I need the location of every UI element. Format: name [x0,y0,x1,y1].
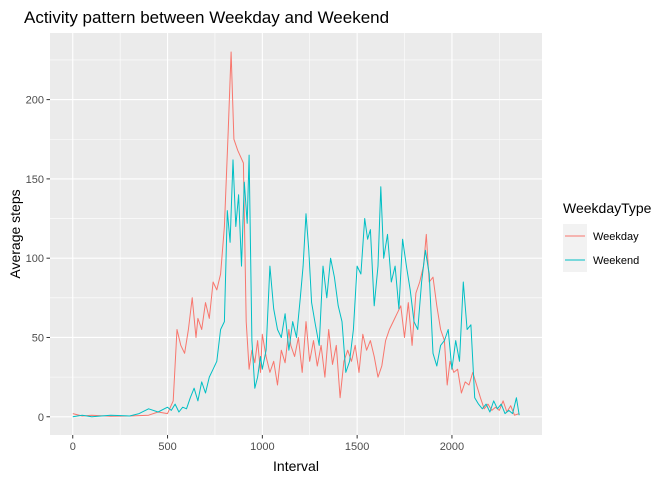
y-tick-label: 150 [26,174,44,186]
y-tick-label: 100 [26,253,44,265]
y-axis-title: Average steps [7,189,23,278]
legend-label-weekday: Weekday [593,231,639,243]
y-axis-ticks: 0 50 100 150 200 [26,95,50,424]
y-tick-label: 50 [32,332,44,344]
x-tick-label: 2000 [440,441,464,453]
plot-panel [50,33,542,435]
x-tick-label: 1000 [250,441,274,453]
x-tick-label: 500 [158,441,176,453]
legend-items: Weekday Weekend [563,224,639,272]
series-line-weekday [72,51,520,417]
x-axis-ticks: 0 500 1000 1500 2000 [70,435,464,453]
legend: WeekdayType Weekday Weekend [563,200,652,272]
x-tick-label: 1500 [345,441,369,453]
legend-title: WeekdayType [563,200,652,216]
chart-title: Activity pattern between Weekday and Wee… [24,8,389,27]
x-axis-title: Interval [273,458,319,474]
series-lines [72,51,520,418]
legend-label-weekend: Weekend [593,255,639,267]
major-gridlines [50,33,542,435]
x-tick-label: 0 [70,441,76,453]
y-tick-label: 200 [26,95,44,107]
series-line-weekend [72,154,520,418]
y-tick-label: 0 [38,412,44,424]
